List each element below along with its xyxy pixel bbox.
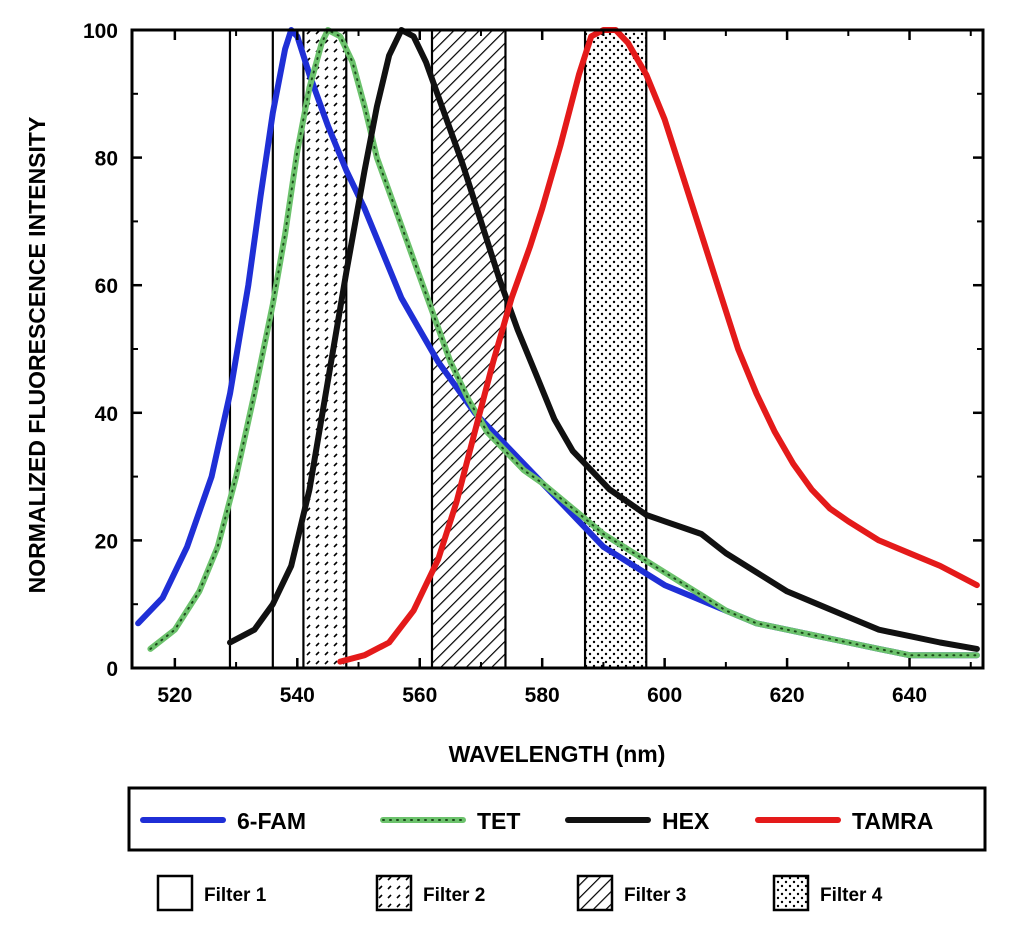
x-tick-label: 580 (525, 684, 560, 707)
filter-bands (228, 28, 648, 670)
filter-legend-label-filter-4: Filter 4 (820, 885, 883, 906)
filter-legend-label-filter-2: Filter 2 (423, 885, 485, 906)
y-tick-label: 0 (106, 658, 118, 681)
y-tick-label: 60 (95, 275, 118, 298)
series-line-hex (227, 27, 980, 652)
x-axis-title: WAVELENGTH (nm) (449, 741, 666, 767)
filter-legend-label-filter-1: Filter 1 (204, 885, 267, 906)
legend-label-tamra: TAMRA (852, 808, 933, 834)
x-tick-label: 600 (647, 684, 682, 707)
legend-label-hex: HEX (662, 808, 710, 834)
y-tick-label: 100 (83, 20, 118, 43)
filter-legend-swatch-filter-2 (375, 874, 413, 912)
series-line-tet (147, 27, 980, 659)
x-axis-ticks: 520 540 560 580 600 620 640 (157, 30, 972, 707)
series-lines (135, 27, 980, 665)
x-tick-label: 560 (402, 684, 437, 707)
filter-legend-swatch-filter-4 (772, 874, 810, 912)
series-line-tamra (337, 27, 980, 665)
y-axis-ticks: 0 20 40 60 80 100 (83, 20, 983, 681)
filter-legend-swatch-filter-1 (156, 874, 194, 912)
x-tick-label: 640 (892, 684, 927, 707)
x-tick-label: 620 (770, 684, 805, 707)
legend-label-6-fam: 6-FAM (237, 808, 306, 834)
filter-legend-label-filter-3: Filter 3 (624, 885, 686, 906)
y-tick-label: 80 (95, 148, 118, 171)
filter-band-filter-4 (583, 28, 648, 670)
x-tick-label: 540 (280, 684, 315, 707)
y-axis-title: NORMALIZED FLUORESCENCE INTENSITY (24, 117, 50, 594)
dye-legend: 6-FAM TET HEX TAMRA (140, 808, 933, 834)
x-tick-label: 520 (157, 684, 192, 707)
y-tick-label: 20 (95, 530, 118, 553)
y-tick-label: 40 (95, 403, 118, 426)
filter-legend-swatch-filter-3 (576, 874, 614, 912)
filter-band-filter-2 (302, 28, 348, 670)
legend-box (127, 786, 987, 852)
filter-legend: Filter 1 Filter 2 Filter 3 Filter 4 (156, 874, 883, 912)
legend-label-tet: TET (477, 808, 520, 834)
